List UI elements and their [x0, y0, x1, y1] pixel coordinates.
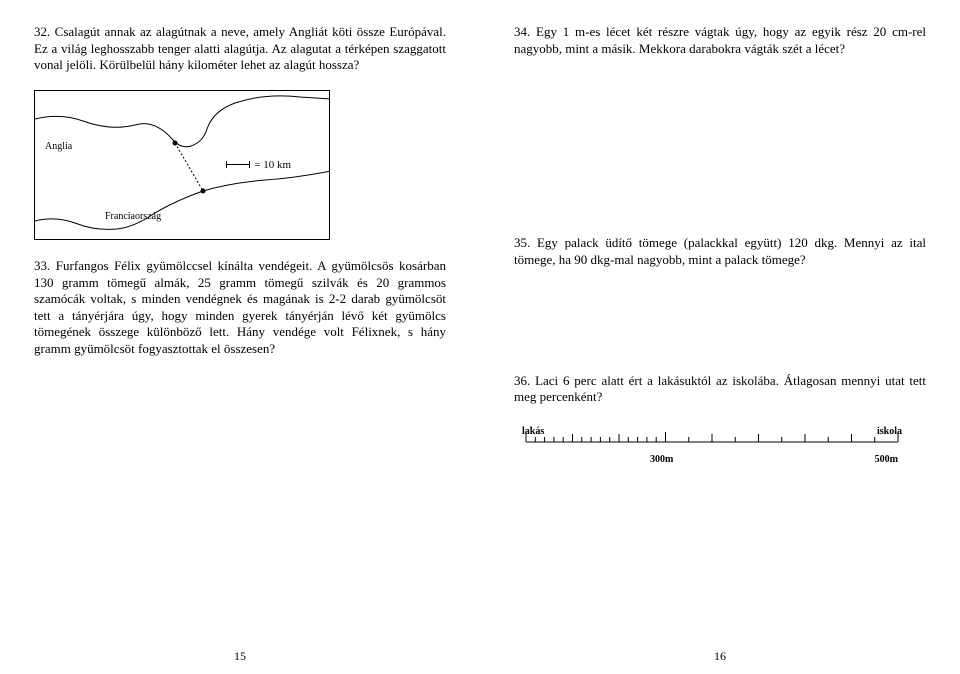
map-label-anglia: Anglia — [45, 141, 72, 152]
spacer-2 — [514, 279, 926, 373]
problem-33: 33. Furfangos Félix gyümölccsel kínálta … — [34, 258, 446, 358]
ruler-label-500: 500m — [875, 454, 898, 465]
right-page: 34. Egy 1 m-es lécet két részre vágtak ú… — [480, 0, 960, 674]
ruler-figure: lakás iskola 300m 500m — [514, 416, 926, 466]
page-number-left: 15 — [234, 649, 246, 664]
problem-32: 32. Csalagút annak az alagútnak a neve, … — [34, 24, 446, 74]
scale-bar-icon — [226, 164, 250, 165]
ruler-label-lakas: lakás — [522, 426, 544, 437]
problem-35: 35. Egy palack üdítő tömege (palackkal e… — [514, 235, 926, 268]
map-label-france: Franciaország — [105, 211, 161, 222]
left-page: 32. Csalagút annak az alagútnak a neve, … — [0, 0, 480, 674]
page-number-right: 16 — [714, 649, 726, 664]
map-scale: = 10 km — [226, 159, 291, 171]
ruler-svg — [522, 428, 902, 454]
map-figure: Anglia Franciaország = 10 km — [34, 90, 330, 240]
ruler-label-iskola: iskola — [877, 426, 902, 437]
spacer-1 — [514, 67, 926, 235]
problem-36: 36. Laci 6 perc alatt ért a lakásuktól a… — [514, 373, 926, 406]
problem-34: 34. Egy 1 m-es lécet két részre vágtak ú… — [514, 24, 926, 57]
ruler-label-300: 300m — [650, 454, 673, 465]
scale-text: = 10 km — [254, 159, 291, 171]
